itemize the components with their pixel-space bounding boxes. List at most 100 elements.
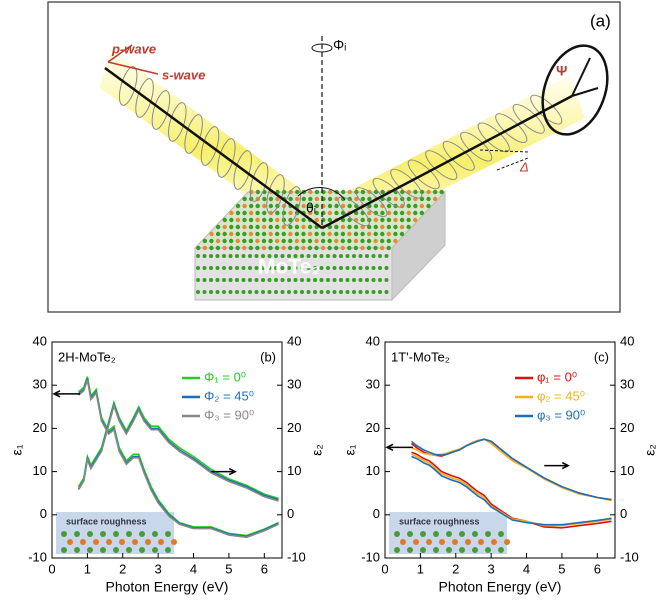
atom — [229, 217, 234, 223]
atom — [332, 266, 337, 270]
atom — [406, 217, 411, 223]
atom — [196, 290, 200, 294]
atom — [242, 210, 247, 216]
atom — [196, 266, 200, 270]
inset-atom — [132, 539, 138, 545]
atom — [215, 245, 221, 251]
atom — [288, 210, 293, 216]
legend-label: φ₂ = 45⁰ — [537, 388, 585, 403]
atom — [222, 217, 227, 223]
atom — [242, 217, 247, 223]
polarization-vector — [571, 87, 599, 97]
inset-atom — [113, 531, 119, 537]
atom — [281, 238, 286, 244]
y2-tick-label: 10 — [620, 463, 634, 478]
atom — [268, 224, 273, 230]
inset: surface roughness — [56, 512, 177, 554]
atom — [347, 189, 352, 195]
atom — [248, 290, 252, 294]
atom — [327, 217, 333, 223]
y-axis-label: ε₁ — [342, 444, 358, 455]
atom — [294, 231, 300, 237]
atom — [254, 290, 259, 294]
atom — [307, 231, 313, 237]
atom — [367, 210, 372, 216]
x-tick-label: 5 — [558, 561, 565, 576]
atom — [334, 224, 339, 230]
atom — [406, 210, 411, 216]
data-line — [411, 438, 612, 502]
atom — [288, 231, 293, 237]
atom — [222, 278, 226, 282]
atom — [380, 231, 385, 237]
atom — [222, 290, 226, 294]
atom — [366, 224, 372, 230]
atom — [287, 278, 291, 282]
atom — [248, 203, 254, 209]
inset-atom — [426, 539, 432, 545]
atom — [308, 196, 313, 202]
atom — [334, 231, 339, 237]
atom — [268, 231, 273, 237]
atom — [313, 278, 317, 282]
atom — [275, 231, 280, 237]
inset-atom — [139, 547, 145, 553]
atom — [360, 238, 365, 244]
atom — [209, 245, 214, 251]
atom — [281, 231, 286, 237]
azimuth-label: Φᵢ — [333, 37, 346, 53]
inset-atom — [61, 547, 67, 553]
legend-label: φ₃ = 90⁰ — [537, 407, 585, 422]
atom — [327, 210, 333, 216]
atom — [373, 231, 378, 237]
atom — [373, 217, 379, 223]
atom — [365, 254, 369, 258]
atom — [354, 196, 359, 202]
atom — [288, 217, 293, 223]
atom — [393, 224, 398, 230]
atom — [347, 231, 352, 237]
atom — [314, 245, 319, 251]
atom — [300, 278, 304, 282]
atom — [360, 196, 366, 202]
atom — [300, 290, 304, 294]
inset-atom — [504, 539, 510, 545]
atom — [215, 254, 220, 258]
x-tick-label: 1 — [84, 561, 91, 576]
atom — [393, 196, 398, 202]
atom — [254, 254, 259, 258]
helix-loop — [530, 94, 563, 125]
atom — [319, 266, 324, 270]
atom — [314, 238, 319, 244]
y2-tick-label: 0 — [287, 506, 294, 521]
x-tick-label: 0 — [48, 561, 55, 576]
atom — [228, 238, 234, 244]
atom — [301, 224, 306, 230]
atom — [293, 266, 298, 270]
atom — [228, 290, 233, 294]
atom — [384, 290, 389, 294]
inset-atom — [145, 539, 151, 545]
atom — [202, 254, 207, 258]
atom — [380, 210, 385, 216]
inset: surface roughness — [389, 512, 510, 554]
y-tick-label: 10 — [366, 463, 380, 478]
atom — [261, 245, 267, 251]
data-line — [77, 376, 279, 537]
inset-atom — [106, 539, 112, 545]
y2-tick-label: 40 — [287, 333, 301, 348]
atom — [332, 278, 337, 282]
helix-loop — [460, 131, 493, 162]
delta-line — [496, 157, 529, 171]
helix-loop — [407, 159, 440, 190]
atom — [326, 266, 330, 270]
atom — [235, 231, 240, 237]
atom — [202, 245, 208, 251]
atom — [378, 290, 382, 294]
y2-tick-label: -10 — [287, 549, 306, 564]
inset-atom — [126, 531, 132, 537]
atom — [202, 238, 208, 244]
atom — [413, 189, 418, 195]
atom — [261, 254, 265, 258]
atom — [261, 231, 267, 237]
